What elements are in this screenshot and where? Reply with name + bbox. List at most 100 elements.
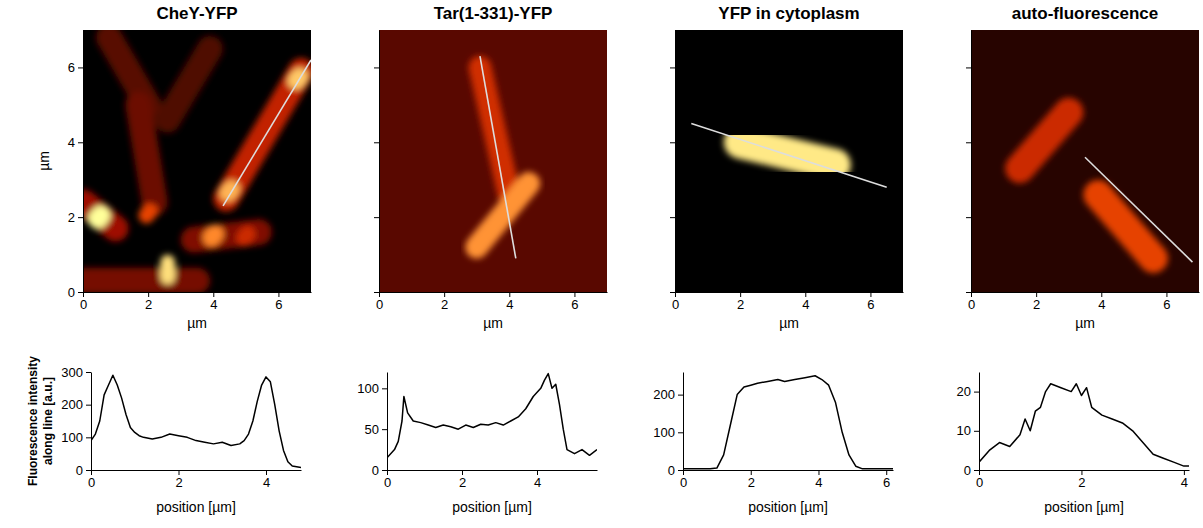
tick-label: 0 — [376, 297, 383, 312]
tick-mark — [86, 437, 91, 438]
tick — [374, 292, 379, 293]
tick-mark — [678, 470, 683, 471]
panel-title: CheY-YFP — [156, 4, 237, 23]
tick-mark — [86, 405, 91, 406]
tick-label: 50 — [365, 422, 379, 437]
tick: 0 — [672, 292, 679, 312]
tick-mark — [78, 142, 83, 143]
tick-mark — [374, 217, 379, 218]
tick: 4 — [802, 292, 809, 312]
tick: 0 — [680, 470, 687, 490]
y-axis — [966, 31, 972, 293]
cell — [160, 262, 175, 277]
tick-label: 2 — [68, 210, 75, 225]
tick: 200 — [61, 397, 91, 412]
x-axis: 0246 — [672, 292, 904, 312]
tick — [966, 67, 971, 68]
cells — [83, 37, 301, 280]
y-axis — [670, 31, 676, 293]
tick-label: 100 — [653, 425, 675, 440]
tick: 0 — [372, 463, 387, 478]
y-axis: 0 50 100 — [357, 373, 387, 478]
figure: 02460246CheY-YFPµmµm0246Tar(1-331)-YFPµm… — [0, 0, 1203, 528]
tick-label: 6 — [1163, 297, 1170, 312]
tick-mark — [670, 142, 675, 143]
x-axis: 0246 — [680, 470, 894, 490]
tick — [670, 67, 675, 68]
axis-line — [83, 31, 84, 293]
image-background — [971, 30, 1199, 292]
tick-label: 100 — [61, 430, 83, 445]
tick-mark — [382, 429, 387, 430]
y-axis: 0 2 4 6 — [68, 31, 84, 300]
x-axis: 024 — [88, 470, 302, 490]
tick-label: 100 — [357, 381, 379, 396]
tick-mark — [678, 432, 683, 433]
tick-mark — [78, 292, 83, 293]
profile-curve — [387, 374, 597, 458]
axis-line — [971, 31, 972, 293]
cell — [740, 142, 834, 164]
profile-line — [480, 56, 516, 258]
tick-mark — [86, 372, 91, 373]
tick-mark — [86, 470, 91, 471]
profile-panel: 02401020position [µm] — [957, 373, 1190, 516]
profile-panel: 0240100200300position [µm]Fluorescence i… — [26, 356, 302, 515]
tick: 6 — [1163, 292, 1170, 312]
plot-area — [91, 375, 301, 467]
cell — [98, 215, 101, 219]
tick: 4 — [1181, 470, 1188, 490]
x-axis-title: position [µm] — [156, 499, 236, 515]
cells — [1020, 112, 1154, 258]
tick-label: 4 — [68, 135, 75, 150]
tick-label: 4 — [1098, 297, 1105, 312]
tick — [374, 217, 379, 218]
axis-line — [972, 292, 1200, 293]
cells — [740, 142, 834, 164]
cell — [83, 268, 197, 292]
tick-mark — [966, 217, 971, 218]
tick: 4 — [210, 292, 217, 312]
tick: 2 — [441, 292, 448, 312]
tick-mark — [974, 470, 979, 471]
image-background — [83, 30, 311, 292]
tick-mark — [374, 292, 379, 293]
image-background — [675, 30, 903, 292]
tick: 2 — [1078, 470, 1085, 490]
y-axis-title: Fluorescence intensityalong line [a.u.] — [26, 356, 55, 486]
tick: 200 — [653, 387, 683, 402]
profile-line — [691, 124, 886, 188]
x-axis: 0246 — [968, 292, 1200, 312]
tick-label: 0 — [964, 463, 971, 478]
cell — [1020, 112, 1069, 168]
y-axis-title: µm — [36, 151, 52, 171]
tick: 0 — [80, 292, 87, 312]
tick-mark — [670, 217, 675, 218]
cell — [168, 49, 210, 120]
tick: 0 — [976, 470, 983, 490]
x-axis: 0246 — [80, 292, 312, 312]
axis-line — [980, 470, 1190, 471]
tick-label: 2 — [441, 297, 448, 312]
tick-mark — [78, 217, 83, 218]
tick-label: 0 — [672, 297, 679, 312]
tick: 0 — [68, 285, 83, 300]
tick: 300 — [61, 365, 91, 380]
tick-mark — [966, 142, 971, 143]
x-axis: 0246 — [376, 292, 608, 312]
tick-mark — [382, 470, 387, 471]
image-area — [83, 30, 311, 292]
y-axis: 0100200300 — [61, 365, 91, 478]
x-axis-title: µm — [483, 315, 503, 331]
tick-mark — [382, 388, 387, 389]
axis-line — [675, 31, 676, 293]
tick-label: 0 — [680, 475, 687, 490]
tick-label: 4 — [815, 475, 822, 490]
tick: 6 — [68, 60, 83, 75]
axis-line — [84, 292, 312, 293]
tick-label: 2 — [1078, 475, 1085, 490]
tick: 4 — [534, 470, 541, 490]
tick-label: 2 — [145, 297, 152, 312]
tick-mark — [974, 392, 979, 393]
x-axis: 0 2 4 — [976, 470, 1190, 490]
